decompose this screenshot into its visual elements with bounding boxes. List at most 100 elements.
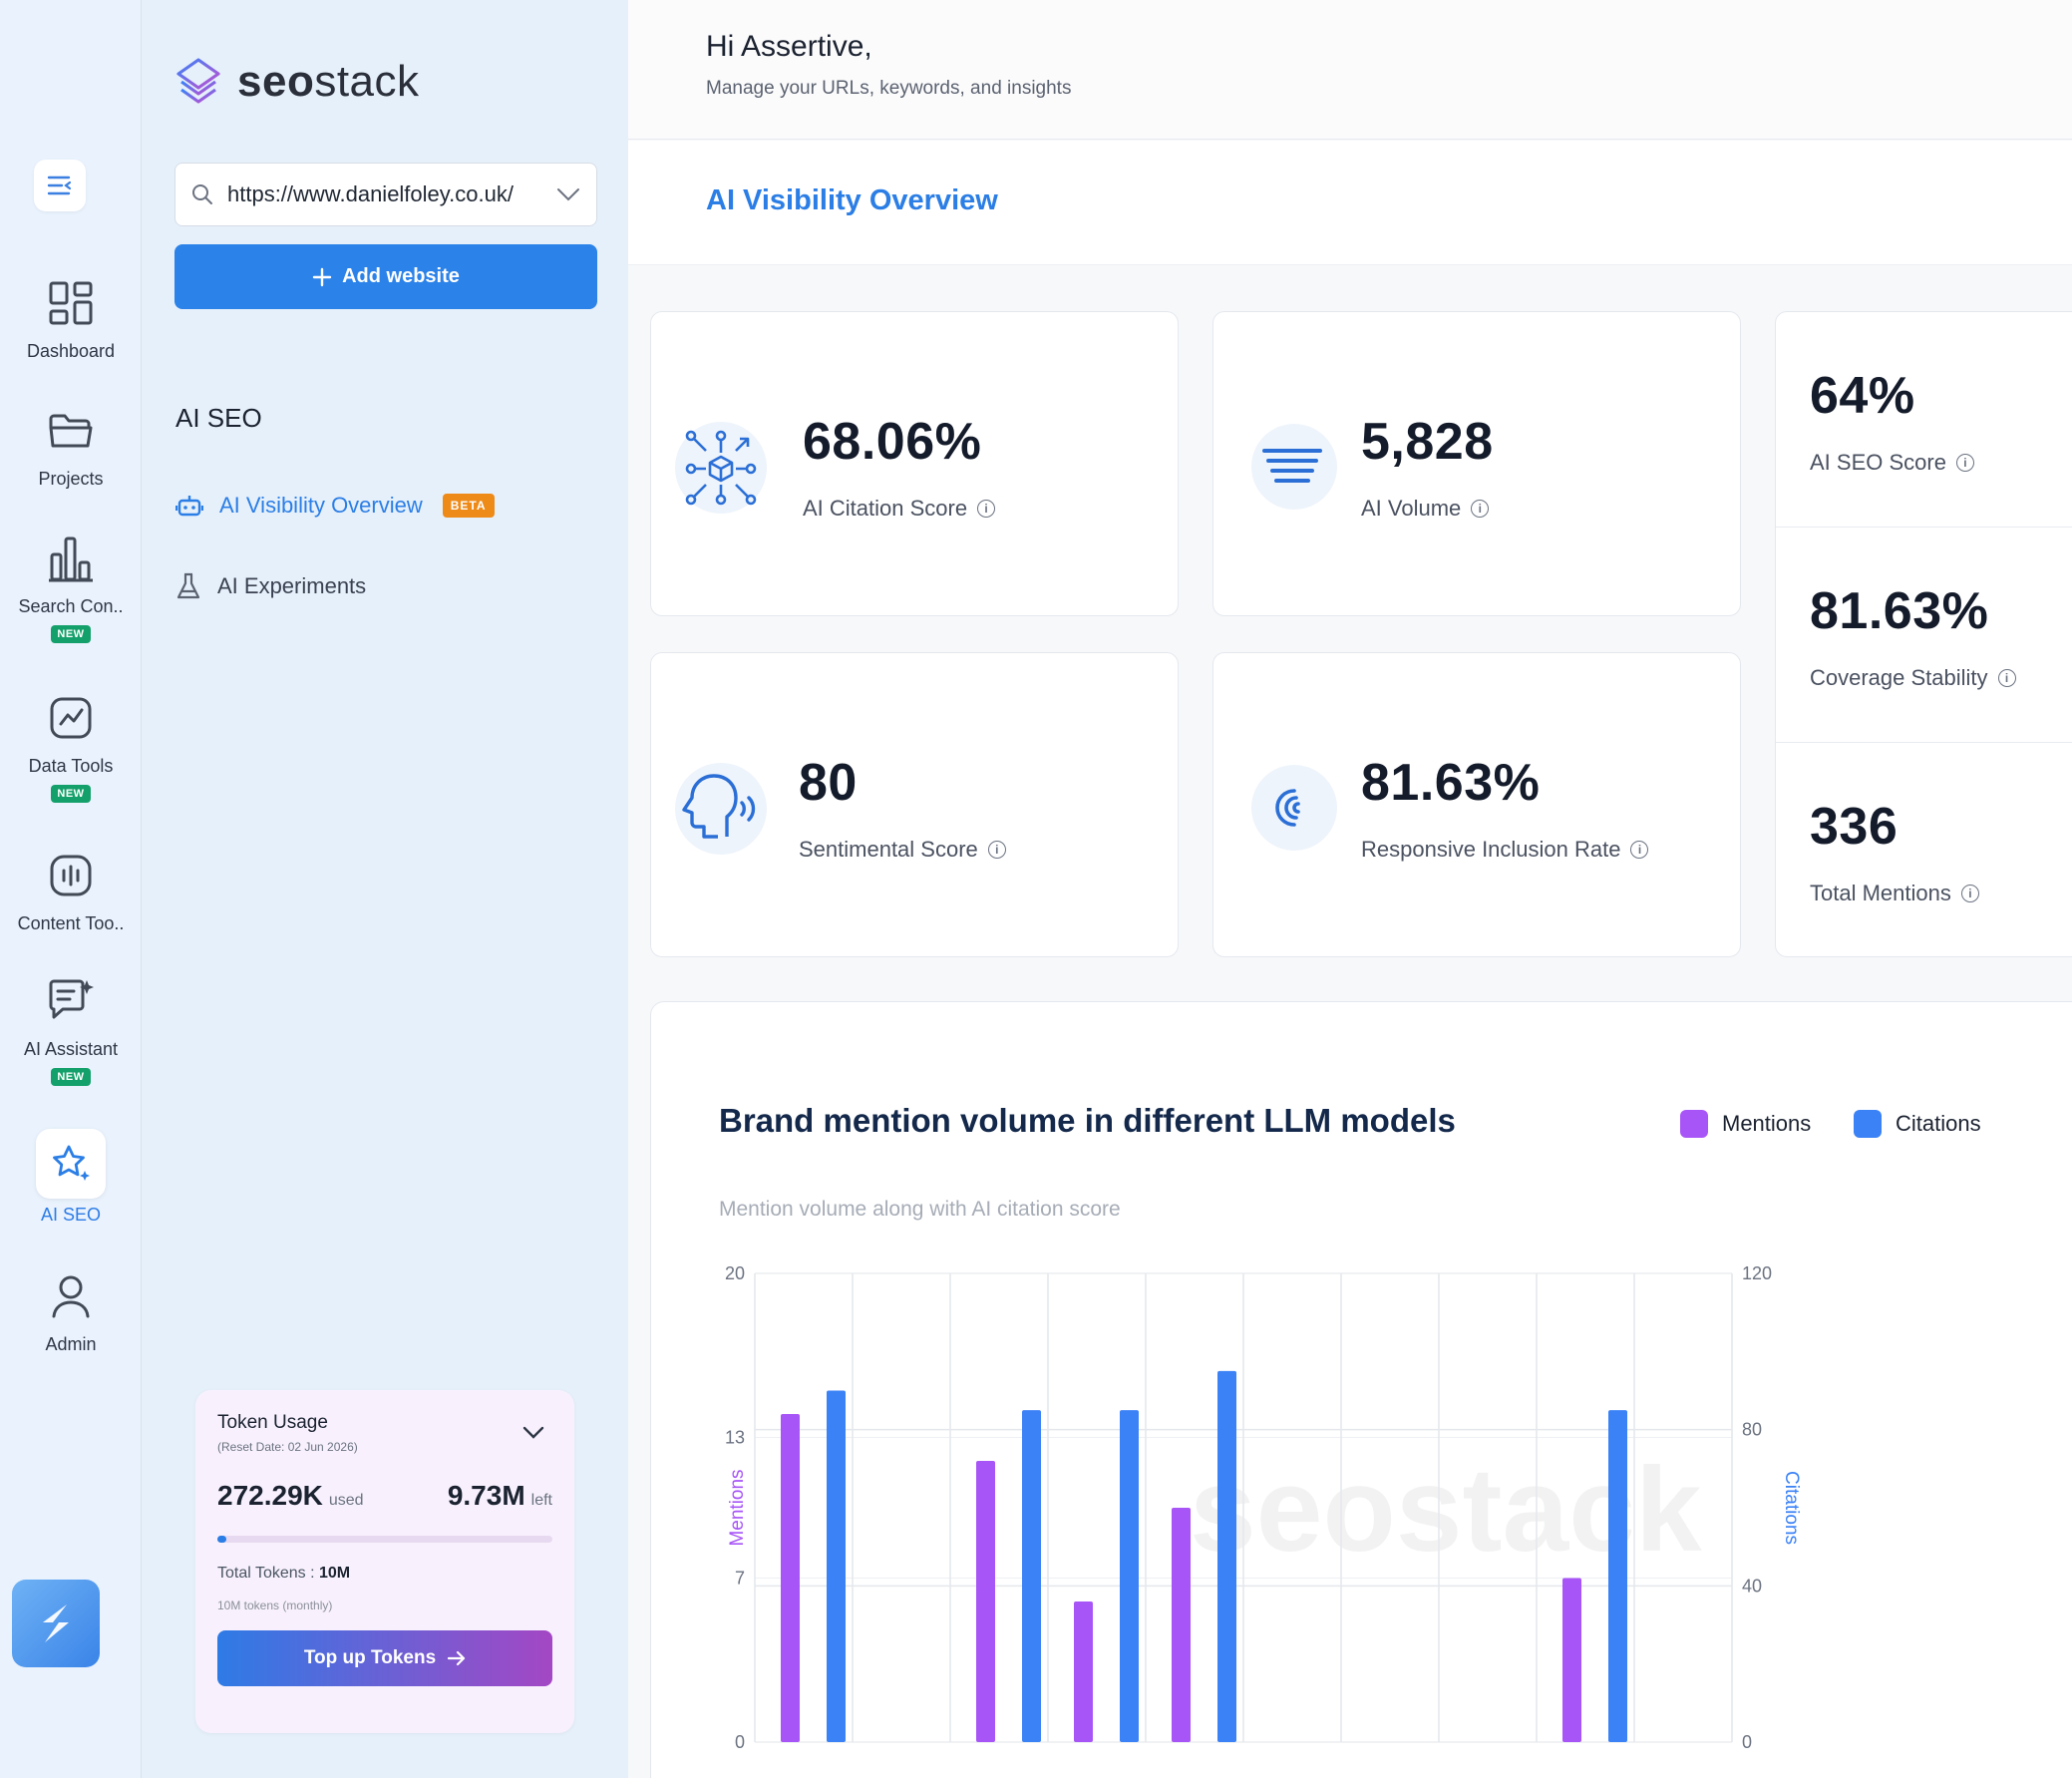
website-url-value: https://www.danielfoley.co.uk/ — [227, 181, 514, 206]
token-usage-card: Token Usage (Reset Date: 02 Jun 2026) 27… — [195, 1390, 574, 1733]
top-up-tokens-button[interactable]: Top up Tokens — [217, 1630, 552, 1686]
y2-tick-label: 40 — [1742, 1576, 1762, 1596]
arrow-right-icon — [448, 1650, 466, 1666]
legend-mentions[interactable]: Mentions — [1680, 1110, 1811, 1138]
rail-label: Projects — [38, 469, 104, 489]
bar-mentions[interactable] — [1562, 1578, 1581, 1743]
info-icon[interactable]: i — [977, 500, 996, 518]
menu-toggle-button[interactable] — [34, 160, 86, 211]
bar-citations[interactable] — [827, 1390, 846, 1743]
y-tick-label: 20 — [725, 1263, 745, 1283]
tokens-used-value: 272.29K — [217, 1480, 323, 1511]
filter-lines-icon — [1251, 424, 1337, 510]
speaking-head-icon — [675, 763, 767, 855]
robot-icon — [175, 496, 203, 517]
dashboard-icon — [39, 271, 103, 335]
info-icon[interactable]: i — [1997, 669, 2016, 687]
new-badge: NEW — [51, 625, 91, 643]
token-monthly-note: 10M tokens (monthly) — [217, 1599, 333, 1612]
legend-citations[interactable]: Citations — [1854, 1110, 1981, 1138]
metric-label: Responsive Inclusion Rate i — [1361, 837, 1649, 863]
y2-tick-label: 120 — [1742, 1263, 1772, 1283]
search-icon — [192, 184, 212, 204]
brand-logo[interactable]: seostack — [173, 56, 420, 108]
legend-swatch — [1854, 1110, 1882, 1138]
metric-label: Coverage Stability i — [1810, 665, 2016, 691]
metric-label: AI Volume i — [1361, 496, 1490, 522]
side-metric-total-mentions: 336 Total Mentions i — [1776, 743, 2072, 956]
metric-card-ai-volume: 5,828 AI Volume i — [1212, 311, 1741, 616]
side-metrics-card: 64% AI SEO Score i 81.63% Coverage Stabil… — [1775, 311, 2072, 957]
rail-item-ai-seo[interactable]: AI SEO — [0, 1129, 142, 1226]
add-website-label: Add website — [342, 265, 460, 287]
plus-icon — [312, 267, 332, 286]
new-badge: NEW — [51, 1068, 91, 1086]
y-tick-label: 7 — [735, 1569, 745, 1589]
metric-label: AI Citation Score i — [803, 496, 996, 522]
network-cube-icon — [675, 422, 767, 514]
top-up-label: Top up Tokens — [303, 1647, 437, 1668]
brand-name: seostack — [237, 57, 420, 106]
bar-mentions[interactable] — [1074, 1601, 1093, 1742]
beta-badge: BETA — [442, 494, 495, 518]
nav-item-label: AI Visibility Overview — [219, 493, 423, 518]
flask-icon — [176, 572, 200, 599]
metric-card-ai-citation-score: 68.06% AI Citation Score i — [650, 311, 1179, 616]
rail-item-data-tools[interactable]: Data Tools NEW — [0, 686, 142, 803]
rail-item-projects[interactable]: Projects — [0, 399, 142, 490]
metric-value: 64% — [1810, 367, 1915, 425]
bar-citations[interactable] — [1608, 1410, 1627, 1742]
info-icon[interactable]: i — [987, 841, 1006, 859]
nav-item-ai-experiments[interactable]: AI Experiments — [175, 572, 366, 600]
side-panel: seostack https://www.danielfoley.co.uk/ … — [142, 0, 628, 1778]
rail-label: Data Tools — [28, 756, 114, 776]
bar-chart-icon — [39, 527, 103, 590]
user-icon — [39, 1264, 103, 1328]
side-metric-coverage-stability: 81.63% Coverage Stability i — [1776, 528, 2072, 743]
metric-value: 81.63% — [1810, 582, 1989, 640]
info-icon[interactable]: i — [1955, 454, 1974, 472]
metric-value: 68.06% — [803, 413, 982, 471]
nav-item-label: AI Experiments — [217, 573, 367, 598]
rail-item-search-console[interactable]: Search Con.. NEW — [0, 527, 142, 643]
legend-swatch — [1680, 1110, 1708, 1138]
y2-axis-title: Citations — [1781, 1471, 1802, 1545]
chevron-down-icon[interactable] — [522, 1426, 544, 1440]
metric-label: Total Mentions i — [1810, 881, 1979, 906]
y2-tick-label: 80 — [1742, 1420, 1762, 1440]
rail-item-dashboard[interactable]: Dashboard — [0, 271, 142, 362]
chevron-down-icon — [557, 188, 579, 201]
tokens-left-value: 9.73M — [447, 1480, 525, 1511]
bar-mentions[interactable] — [976, 1461, 995, 1742]
rail-label: AI Assistant — [23, 1039, 119, 1059]
token-progress-bar — [217, 1536, 552, 1543]
audio-wave-icon — [39, 844, 103, 907]
nav-item-ai-visibility-overview[interactable]: AI Visibility Overview BETA — [175, 493, 495, 519]
website-select[interactable]: https://www.danielfoley.co.uk/ — [174, 163, 597, 226]
metric-value: 5,828 — [1361, 413, 1494, 471]
bar-mentions[interactable] — [781, 1414, 800, 1742]
bar-mentions[interactable] — [1172, 1508, 1191, 1742]
info-icon[interactable]: i — [1471, 500, 1490, 518]
info-icon[interactable]: i — [1630, 841, 1649, 859]
add-website-button[interactable]: Add website — [174, 244, 597, 309]
chart-subtitle: Mention volume along with AI citation sc… — [719, 1198, 1121, 1221]
app-logo-icon[interactable] — [12, 1580, 100, 1667]
side-metric-ai-seo-score: 64% AI SEO Score i — [1776, 312, 2072, 528]
menu-collapse-icon — [47, 176, 72, 195]
new-badge: NEW — [51, 785, 91, 803]
rail-label: Content Too.. — [17, 913, 125, 933]
star-icon — [36, 1129, 106, 1199]
signal-waves-icon — [1251, 765, 1337, 851]
rail-item-content-tools[interactable]: Content Too.. — [0, 844, 142, 934]
chart-title: Brand mention volume in different LLM mo… — [719, 1102, 1456, 1139]
tokens-used-suffix: used — [328, 1492, 364, 1509]
token-progress-fill — [217, 1536, 227, 1543]
bar-citations[interactable] — [1022, 1410, 1041, 1742]
info-icon[interactable]: i — [1960, 885, 1979, 902]
bar-citations[interactable] — [1120, 1410, 1139, 1742]
rail-item-admin[interactable]: Admin — [0, 1264, 142, 1355]
rail-item-ai-assistant[interactable]: AI Assistant NEW — [0, 969, 142, 1086]
bar-citations[interactable] — [1217, 1370, 1236, 1742]
metric-card-responsive-inclusion-rate: 81.63% Responsive Inclusion Rate i — [1212, 652, 1741, 957]
